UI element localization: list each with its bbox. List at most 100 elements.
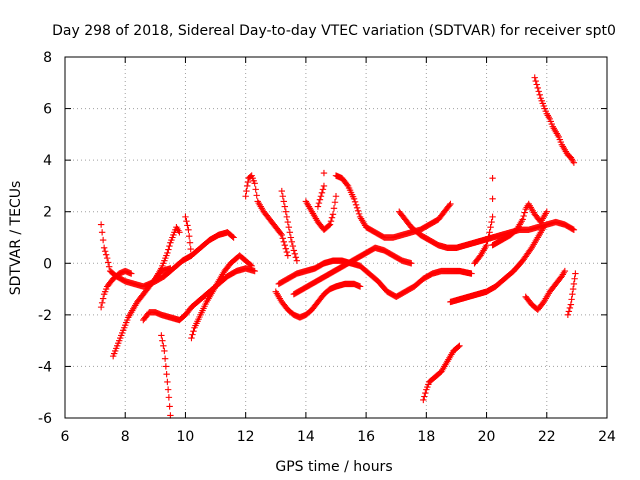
data-point <box>485 233 492 240</box>
data-point <box>282 245 290 252</box>
data-point <box>285 223 293 231</box>
series-track-11 <box>275 257 475 301</box>
data-point <box>316 196 324 203</box>
x-tick-label: 18 <box>417 429 435 445</box>
data-point <box>319 186 327 193</box>
x-tick-label: 16 <box>357 429 375 445</box>
series-track-18 <box>447 223 547 306</box>
data-point <box>483 242 490 249</box>
data-point <box>188 334 195 342</box>
data-point <box>248 262 255 270</box>
data-point <box>561 267 569 275</box>
data-point <box>159 337 166 344</box>
data-point <box>166 242 173 250</box>
series-track-21 <box>522 267 569 313</box>
data-point <box>540 223 547 231</box>
data-point <box>332 193 340 200</box>
data-point <box>571 275 578 282</box>
x-tick-label: 8 <box>121 429 130 445</box>
data-point <box>326 221 334 228</box>
x-tick-label: 20 <box>478 429 496 445</box>
data-point <box>162 363 170 370</box>
data-point <box>536 91 543 99</box>
data-point <box>283 213 291 221</box>
data-point <box>278 187 285 195</box>
data-point <box>328 214 336 221</box>
series-track-14 <box>302 172 454 241</box>
y-tick-label: 0 <box>43 256 52 272</box>
data-point <box>489 174 496 182</box>
data-point <box>280 198 288 205</box>
y-tick-label: -2 <box>38 308 52 324</box>
data-point <box>161 347 168 355</box>
data-point <box>355 210 363 218</box>
data-point <box>184 222 191 229</box>
data-point <box>186 233 193 240</box>
data-point <box>487 223 494 231</box>
data-point <box>251 180 258 187</box>
series-track-22 <box>531 74 578 166</box>
data-point <box>102 251 110 258</box>
data-point <box>350 195 358 203</box>
data-point <box>281 203 289 210</box>
data-point <box>520 212 527 220</box>
data-point <box>315 199 323 207</box>
data-point <box>521 209 528 216</box>
data-point <box>420 396 427 404</box>
data-point <box>565 308 573 315</box>
series-track-8 <box>182 213 195 259</box>
data-point <box>343 181 351 188</box>
data-point <box>570 226 578 233</box>
data-point <box>100 244 108 252</box>
y-tick-label: 6 <box>43 102 52 118</box>
x-tick-label: 12 <box>237 429 255 445</box>
data-point <box>331 199 339 206</box>
data-point <box>101 248 109 255</box>
y-tick-label: 4 <box>43 153 52 169</box>
data-point <box>356 283 364 290</box>
data-point <box>165 394 173 401</box>
x-tick-label: 24 <box>598 429 616 445</box>
data-point <box>189 331 196 338</box>
series-track-5 <box>152 223 183 282</box>
data-point <box>353 204 361 212</box>
data-point <box>486 229 493 236</box>
data-point <box>288 238 296 245</box>
data-point <box>98 299 106 307</box>
data-point <box>292 254 300 261</box>
data-point <box>243 182 251 190</box>
data-point <box>317 193 325 200</box>
y-axis-tick-labels: -6 -4 -2 0 2 4 6 8 <box>38 50 52 427</box>
data-point <box>98 229 106 236</box>
data-point <box>568 296 575 303</box>
data-point <box>279 235 287 242</box>
y-tick-label: 8 <box>43 50 52 66</box>
y-tick-label: -4 <box>38 359 52 375</box>
x-tick-label: 14 <box>297 429 315 445</box>
data-point <box>278 231 285 239</box>
data-point <box>570 159 578 166</box>
data-point <box>284 218 292 226</box>
data-point <box>185 226 192 233</box>
data-point <box>484 237 491 245</box>
data-point <box>247 261 254 269</box>
data-point <box>422 389 429 397</box>
data-point <box>161 355 169 362</box>
data-point <box>165 246 172 253</box>
data-point <box>160 342 167 349</box>
data-point <box>572 270 579 277</box>
data-point <box>229 233 236 240</box>
data-point <box>534 84 541 92</box>
data-point <box>279 193 287 200</box>
data-point <box>128 270 135 277</box>
data-point <box>164 378 171 386</box>
data-point <box>283 248 291 256</box>
data-point <box>186 239 194 246</box>
data-point <box>293 257 301 264</box>
data-point <box>488 218 495 226</box>
data-point <box>103 254 111 262</box>
data-point <box>164 386 172 393</box>
data-point <box>286 229 294 236</box>
